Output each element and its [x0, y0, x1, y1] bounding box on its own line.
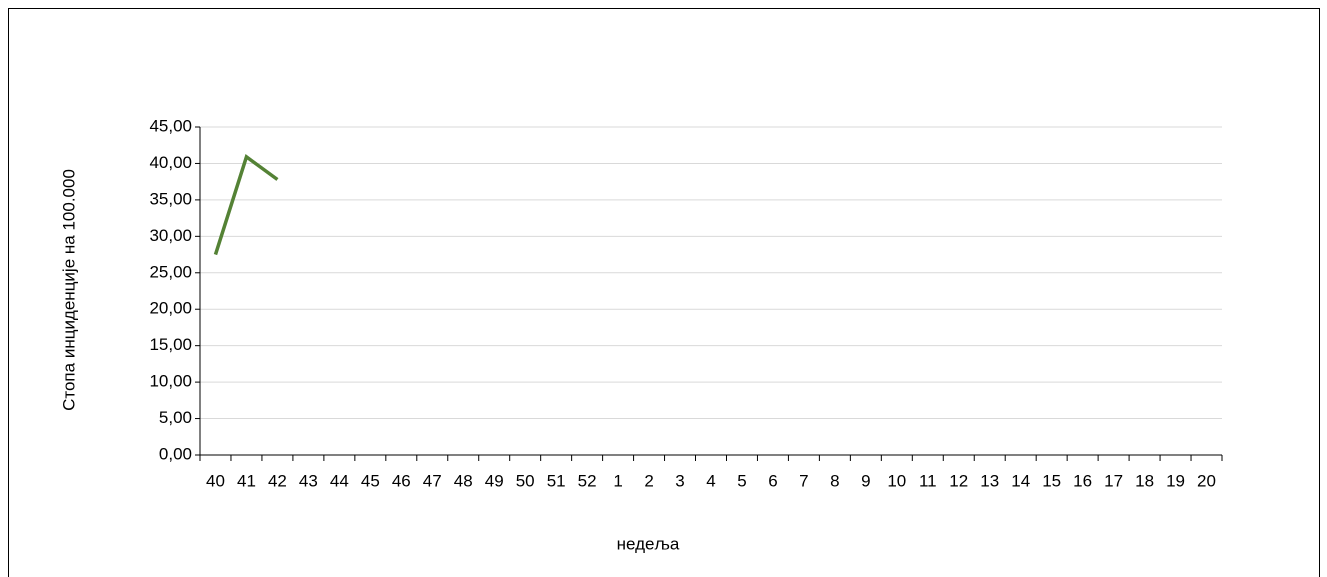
x-tick-label: 52: [578, 471, 597, 490]
x-tick-label: 13: [980, 471, 999, 490]
y-tick-label: 10,00: [149, 372, 192, 391]
x-tick-label: 3: [675, 471, 684, 490]
x-tick-label: 1: [613, 471, 622, 490]
x-tick-label: 7: [799, 471, 808, 490]
y-tick-label: 25,00: [149, 262, 192, 281]
chart-border: [8, 8, 1320, 577]
x-tick-label: 6: [768, 471, 777, 490]
x-tick-label: 11: [919, 471, 937, 490]
x-tick-label: 5: [737, 471, 746, 490]
y-tick-label: 5,00: [159, 408, 192, 427]
y-tick-label: 20,00: [149, 299, 192, 318]
x-tick-label: 20: [1197, 471, 1216, 490]
x-tick-label: 2: [644, 471, 653, 490]
x-tick-label: 49: [485, 471, 504, 490]
x-tick-label: 8: [830, 471, 839, 490]
x-tick-label: 14: [1011, 471, 1030, 490]
x-tick-label: 16: [1073, 471, 1092, 490]
x-tick-label: 9: [861, 471, 870, 490]
line-series: [213, 154, 279, 256]
y-tick-label: 15,00: [149, 335, 192, 354]
y-tick-label: 0,00: [159, 444, 192, 463]
x-tick-label: 42: [268, 471, 287, 490]
x-tick-label: 4: [706, 471, 715, 490]
y-tick-label: 40,00: [149, 153, 192, 172]
x-tick-label: 19: [1166, 471, 1185, 490]
y-axis-label: Стопа инциденције на 100.000: [59, 169, 78, 411]
x-axis-label: недеља: [617, 534, 680, 553]
x-tick-label: 15: [1042, 471, 1061, 490]
x-tick-label: 12: [949, 471, 968, 490]
x-tick-label: 46: [392, 471, 411, 490]
x-tick-label: 48: [454, 471, 473, 490]
x-tick-label: 10: [887, 471, 906, 490]
y-tick-label: 35,00: [149, 189, 192, 208]
x-tick-label: 51: [547, 471, 566, 490]
x-tick-label: 18: [1135, 471, 1154, 490]
x-tick-label: 50: [516, 471, 535, 490]
x-tick-label: 47: [423, 471, 442, 490]
x-tick-label: 40: [206, 471, 225, 490]
x-tick-label: 44: [330, 471, 349, 490]
y-tick-label: 30,00: [149, 226, 192, 245]
y-tick-label: 45,00: [149, 116, 192, 135]
x-tick-label: 43: [299, 471, 318, 490]
x-tick-label: 17: [1104, 471, 1123, 490]
x-tick-label: 41: [237, 471, 256, 490]
x-tick-label: 45: [361, 471, 380, 490]
